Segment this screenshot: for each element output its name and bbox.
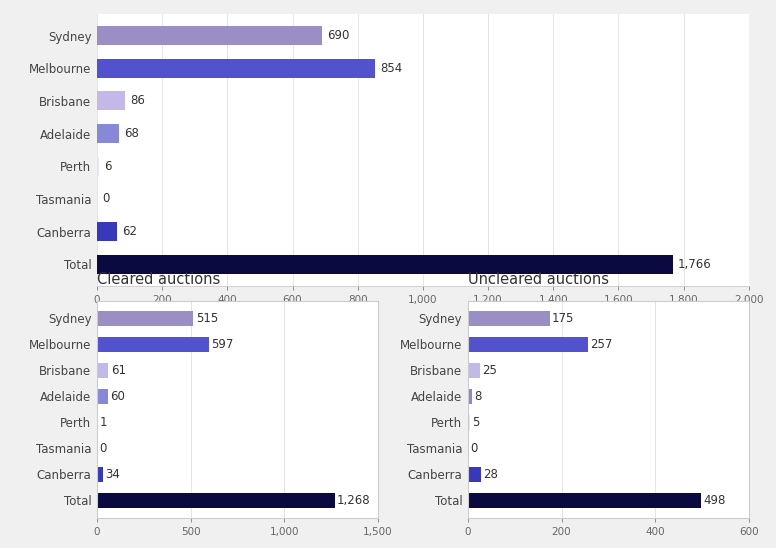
Bar	[468, 493, 701, 508]
Text: 8: 8	[474, 390, 481, 403]
Bar	[97, 363, 109, 378]
Text: 86: 86	[130, 94, 145, 107]
Text: 175: 175	[552, 312, 574, 325]
Bar	[97, 337, 209, 352]
Bar	[97, 157, 99, 176]
Bar	[468, 415, 470, 430]
Bar	[468, 467, 481, 482]
Text: 0: 0	[99, 442, 106, 455]
Bar	[97, 493, 334, 508]
Text: 1,268: 1,268	[337, 494, 370, 507]
Bar	[97, 124, 120, 143]
Text: 61: 61	[111, 364, 126, 377]
Bar	[468, 311, 550, 326]
Text: 690: 690	[327, 29, 349, 42]
Text: 25: 25	[482, 364, 497, 377]
Text: 6: 6	[104, 160, 112, 173]
Text: Uncleared auctions: Uncleared auctions	[468, 272, 609, 287]
Text: 60: 60	[110, 390, 126, 403]
Bar	[97, 26, 322, 45]
Text: 597: 597	[211, 338, 234, 351]
Text: 515: 515	[196, 312, 218, 325]
Text: Cleared auctions: Cleared auctions	[97, 272, 220, 287]
Bar	[97, 467, 103, 482]
Text: 34: 34	[106, 468, 120, 481]
Bar	[97, 311, 193, 326]
Bar	[97, 222, 117, 241]
Text: 0: 0	[470, 442, 477, 455]
Text: 0: 0	[102, 192, 109, 206]
Text: 68: 68	[124, 127, 139, 140]
Text: 5: 5	[473, 416, 480, 429]
Bar	[97, 59, 376, 78]
Bar	[468, 337, 588, 352]
Bar	[97, 255, 673, 274]
Text: 28: 28	[483, 468, 498, 481]
Bar	[468, 389, 472, 404]
Bar	[468, 363, 480, 378]
Text: 1: 1	[99, 416, 107, 429]
Text: 498: 498	[703, 494, 726, 507]
Text: 854: 854	[380, 62, 403, 75]
Bar	[97, 92, 125, 110]
Text: 1,766: 1,766	[677, 258, 712, 271]
Bar	[97, 389, 108, 404]
Text: 257: 257	[591, 338, 613, 351]
Text: 62: 62	[123, 225, 137, 238]
